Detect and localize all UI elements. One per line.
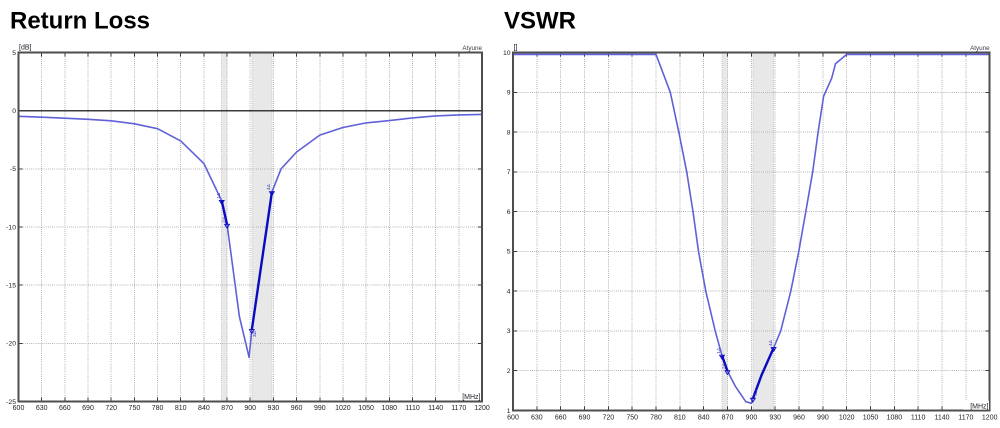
svg-text:Return Loss: Return Loss (10, 8, 150, 35)
svg-text:2: 2 (507, 368, 511, 375)
svg-text:900: 900 (746, 415, 758, 422)
svg-text:870: 870 (722, 415, 734, 422)
svg-text:630: 630 (531, 415, 543, 422)
svg-text:10: 10 (503, 50, 511, 57)
svg-text:8: 8 (507, 129, 511, 136)
svg-text:7: 7 (507, 169, 511, 176)
svg-text:5: 5 (12, 50, 16, 57)
svg-text:930: 930 (268, 405, 280, 412)
svg-text:-10: -10 (6, 224, 16, 231)
svg-text:1080: 1080 (887, 415, 903, 422)
svg-text:VSWR: VSWR (504, 8, 576, 35)
svg-text:840: 840 (198, 405, 210, 412)
svg-text:960: 960 (291, 405, 303, 412)
svg-text:600: 600 (507, 415, 519, 422)
svg-text:-5: -5 (10, 166, 16, 173)
svg-text:[MHz]: [MHz] (970, 404, 988, 411)
svg-text:1050: 1050 (358, 405, 374, 412)
svg-text:[]: [] (514, 45, 518, 52)
svg-text:720: 720 (602, 415, 614, 422)
svg-text:690: 690 (82, 405, 94, 412)
svg-text:4: 4 (507, 289, 511, 296)
svg-text:-15: -15 (6, 283, 16, 290)
svg-text:960: 960 (793, 415, 805, 422)
svg-text:1Δ: 1Δ (216, 192, 222, 199)
svg-text:1200: 1200 (474, 405, 490, 412)
svg-text:-20: -20 (6, 341, 16, 348)
svg-text:1020: 1020 (335, 405, 351, 412)
svg-text:4Δ: 4Δ (768, 339, 774, 346)
svg-text:990: 990 (817, 415, 829, 422)
svg-text:870: 870 (221, 405, 233, 412)
svg-text:930: 930 (769, 415, 781, 422)
svg-text:1170: 1170 (958, 415, 973, 422)
svg-text:840: 840 (698, 415, 710, 422)
svg-text:1: 1 (507, 408, 511, 415)
svg-text:1110: 1110 (405, 405, 420, 412)
svg-text:750: 750 (626, 415, 638, 422)
svg-text:2Δ: 2Δ (722, 362, 728, 369)
svg-text:6: 6 (507, 209, 511, 216)
svg-text:[dB]: [dB] (19, 45, 32, 52)
svg-text:5: 5 (507, 249, 511, 256)
svg-text:1110: 1110 (911, 415, 926, 422)
svg-text:9: 9 (507, 90, 511, 97)
svg-text:4Δ: 4Δ (266, 183, 272, 190)
svg-text:1050: 1050 (863, 415, 879, 422)
svg-text:Atyune: Atyune (970, 45, 990, 52)
svg-text:0: 0 (12, 108, 16, 115)
svg-text:900: 900 (244, 405, 256, 412)
svg-text:600: 600 (13, 405, 25, 412)
svg-text:Atyune: Atyune (462, 45, 482, 52)
svg-text:1140: 1140 (428, 405, 443, 412)
svg-text:1080: 1080 (382, 405, 398, 412)
svg-text:780: 780 (152, 405, 164, 412)
svg-text:1170: 1170 (451, 405, 466, 412)
svg-text:1Δ: 1Δ (716, 347, 722, 354)
svg-text:1140: 1140 (934, 415, 949, 422)
svg-text:750: 750 (129, 405, 141, 412)
svg-text:3Δ: 3Δ (252, 330, 258, 337)
svg-text:1020: 1020 (839, 415, 855, 422)
svg-text:2Δ: 2Δ (221, 216, 227, 223)
svg-text:630: 630 (36, 405, 48, 412)
svg-text:780: 780 (650, 415, 662, 422)
svg-text:[MHz]: [MHz] (462, 394, 480, 401)
svg-text:660: 660 (555, 415, 567, 422)
svg-text:720: 720 (105, 405, 117, 412)
svg-text:660: 660 (59, 405, 71, 412)
svg-text:1200: 1200 (982, 415, 998, 422)
svg-text:3Δ: 3Δ (753, 389, 759, 396)
svg-text:810: 810 (175, 405, 187, 412)
svg-text:690: 690 (579, 415, 591, 422)
svg-text:810: 810 (674, 415, 686, 422)
svg-text:990: 990 (314, 405, 326, 412)
svg-text:3: 3 (507, 328, 511, 335)
svg-text:-25: -25 (6, 399, 16, 406)
